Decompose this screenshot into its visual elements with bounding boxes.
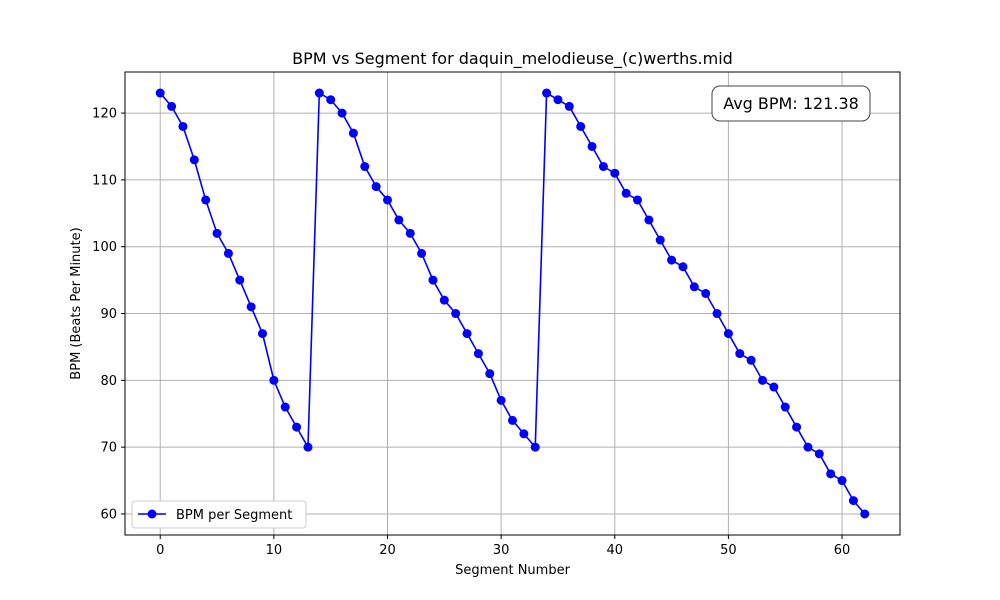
data-point xyxy=(314,88,324,98)
data-point xyxy=(428,275,438,285)
data-point xyxy=(814,449,824,459)
data-point xyxy=(576,121,586,131)
data-point xyxy=(348,128,358,138)
x-tick-label: 20 xyxy=(379,543,396,558)
data-point xyxy=(189,155,199,165)
data-point xyxy=(451,309,461,319)
y-axis-title: BPM (Beats Per Minute) xyxy=(69,227,84,379)
data-point xyxy=(394,215,404,225)
data-point xyxy=(155,88,165,98)
data-point xyxy=(746,355,756,365)
data-point xyxy=(360,162,370,172)
y-tick-label: 80 xyxy=(100,374,117,389)
data-point xyxy=(564,101,574,111)
legend-label: BPM per Segment xyxy=(176,508,292,523)
data-point xyxy=(485,369,495,379)
data-point xyxy=(269,375,279,385)
annotation-box xyxy=(711,85,871,122)
plot-frame xyxy=(124,71,901,536)
data-point xyxy=(848,496,858,506)
data-point xyxy=(167,101,177,111)
data-point xyxy=(633,195,642,205)
data-point xyxy=(508,415,517,425)
data-point xyxy=(826,469,836,479)
data-point xyxy=(587,141,597,151)
x-tick-label: 10 xyxy=(266,543,283,558)
legend-box xyxy=(131,500,307,529)
data-point xyxy=(678,262,688,272)
data-point xyxy=(598,162,608,172)
data-point xyxy=(280,402,290,412)
data-point xyxy=(610,168,620,178)
data-point xyxy=(496,395,506,405)
data-point xyxy=(837,476,847,486)
data-point xyxy=(235,275,245,285)
data-point xyxy=(712,309,722,319)
axis-ticks: 0 10 20 30 40 50 60 60 70 80 90 100 110 120 xyxy=(92,107,850,558)
x-tick-label: 40 xyxy=(606,543,623,558)
data-point xyxy=(462,329,472,339)
legend-marker-sample xyxy=(147,509,157,519)
avg-bpm-annotation: Avg BPM: 121.38 xyxy=(711,85,871,122)
y-tick-label: 120 xyxy=(92,107,117,122)
series-layer xyxy=(155,88,870,519)
x-tick-label: 50 xyxy=(720,543,737,558)
data-point xyxy=(621,188,631,198)
data-point xyxy=(417,248,427,258)
data-point xyxy=(326,95,336,105)
data-point xyxy=(780,402,790,412)
data-point xyxy=(201,195,211,205)
y-tick-label: 70 xyxy=(100,441,117,456)
y-tick-label: 110 xyxy=(92,173,117,188)
data-point xyxy=(439,295,449,305)
data-point xyxy=(667,255,677,265)
data-point xyxy=(792,422,802,432)
data-point xyxy=(258,329,267,339)
data-point xyxy=(303,442,313,452)
data-point xyxy=(178,121,188,131)
annotation-text: Avg BPM: 121.38 xyxy=(723,94,859,113)
data-point xyxy=(655,235,665,245)
data-point xyxy=(371,182,381,192)
data-point xyxy=(553,95,563,105)
y-tick-label: 60 xyxy=(100,507,117,522)
data-point xyxy=(473,349,483,359)
x-tick-label: 30 xyxy=(493,543,510,558)
data-point xyxy=(542,88,552,98)
data-point xyxy=(803,442,813,452)
data-point xyxy=(223,248,233,258)
data-point xyxy=(212,228,222,238)
data-point xyxy=(701,288,711,298)
x-axis-title: Segment Number xyxy=(455,563,571,578)
data-point xyxy=(292,422,302,432)
legend: BPM per Segment xyxy=(131,500,307,529)
x-tick-label: 60 xyxy=(834,543,851,558)
data-point xyxy=(337,108,347,118)
data-point xyxy=(723,329,733,339)
y-tick-label: 100 xyxy=(92,240,117,255)
data-point xyxy=(769,382,779,392)
data-point xyxy=(758,375,767,385)
data-point xyxy=(735,349,745,359)
data-point xyxy=(530,442,540,452)
chart-title: BPM vs Segment for daquin_melodieuse_(c)… xyxy=(292,49,733,69)
data-point xyxy=(405,228,415,238)
data-point xyxy=(246,302,256,312)
x-tick-label: 0 xyxy=(156,543,164,558)
data-point xyxy=(383,195,392,205)
data-point xyxy=(519,429,529,439)
y-tick-label: 90 xyxy=(100,307,117,322)
data-point xyxy=(644,215,654,225)
data-point xyxy=(689,282,699,292)
data-point xyxy=(860,509,870,519)
